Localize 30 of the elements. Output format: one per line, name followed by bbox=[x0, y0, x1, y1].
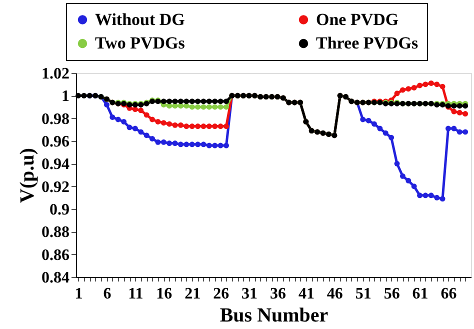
x-tick-label: 46 bbox=[326, 286, 343, 302]
x-tick-label: 6 bbox=[103, 286, 112, 302]
legend-label: One PVDG bbox=[316, 10, 399, 29]
y-axis-title: V(p.u) bbox=[16, 148, 38, 204]
y-tick-label: 0.84 bbox=[42, 270, 70, 286]
y-tick-label: 0.98 bbox=[42, 110, 70, 128]
x-tick-label: 61 bbox=[412, 286, 428, 302]
y-tick-label: 0.86 bbox=[42, 246, 70, 264]
legend-label: Three PVDGs bbox=[316, 34, 419, 52]
x-tick-label: 36 bbox=[270, 286, 286, 302]
x-axis-title: Bus Number bbox=[220, 304, 328, 326]
x-tick-label: 41 bbox=[298, 286, 314, 302]
x-tick-label: 26 bbox=[213, 286, 230, 302]
x-tick-label: 11 bbox=[128, 286, 144, 302]
y-tick-label: 0.9 bbox=[50, 202, 70, 218]
y-tick-label: 0.96 bbox=[42, 134, 70, 150]
y-tick-label: 0.88 bbox=[42, 224, 70, 242]
legend-label: Two PVDGs bbox=[95, 34, 186, 52]
y-tick-label: 0.92 bbox=[42, 178, 70, 196]
y-tick-label: 0.94 bbox=[42, 156, 70, 174]
legend-label: Without DG bbox=[95, 10, 185, 29]
x-tick-label: 31 bbox=[242, 286, 258, 302]
x-tick-label: 21 bbox=[184, 286, 201, 302]
x-tick-label: 1 bbox=[74, 286, 83, 302]
y-tick-label: 1 bbox=[62, 88, 70, 106]
x-tick-label: 16 bbox=[156, 286, 172, 302]
x-tick-label: 56 bbox=[384, 286, 400, 302]
x-tick-label: 66 bbox=[440, 286, 457, 302]
x-tick-label: 51 bbox=[355, 286, 372, 302]
y-tick-label: 1.02 bbox=[42, 66, 70, 82]
